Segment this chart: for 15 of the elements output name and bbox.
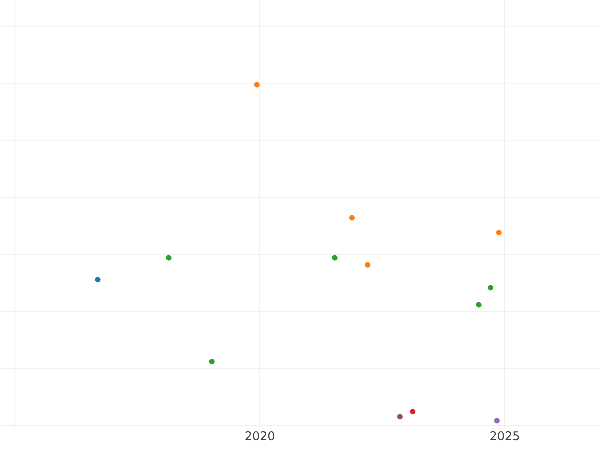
point: [488, 285, 494, 291]
point: [365, 262, 371, 268]
x-tick-label: 2020: [246, 432, 274, 441]
x-tick-label: 2025: [490, 432, 520, 441]
point: [397, 414, 403, 420]
point: [349, 215, 355, 221]
point: [476, 302, 482, 308]
point: [496, 230, 502, 236]
point: [410, 409, 416, 415]
point: [209, 359, 215, 365]
point: [494, 418, 500, 424]
point: [95, 277, 101, 283]
point: [166, 255, 172, 261]
point: [332, 255, 338, 261]
point: [254, 82, 260, 88]
